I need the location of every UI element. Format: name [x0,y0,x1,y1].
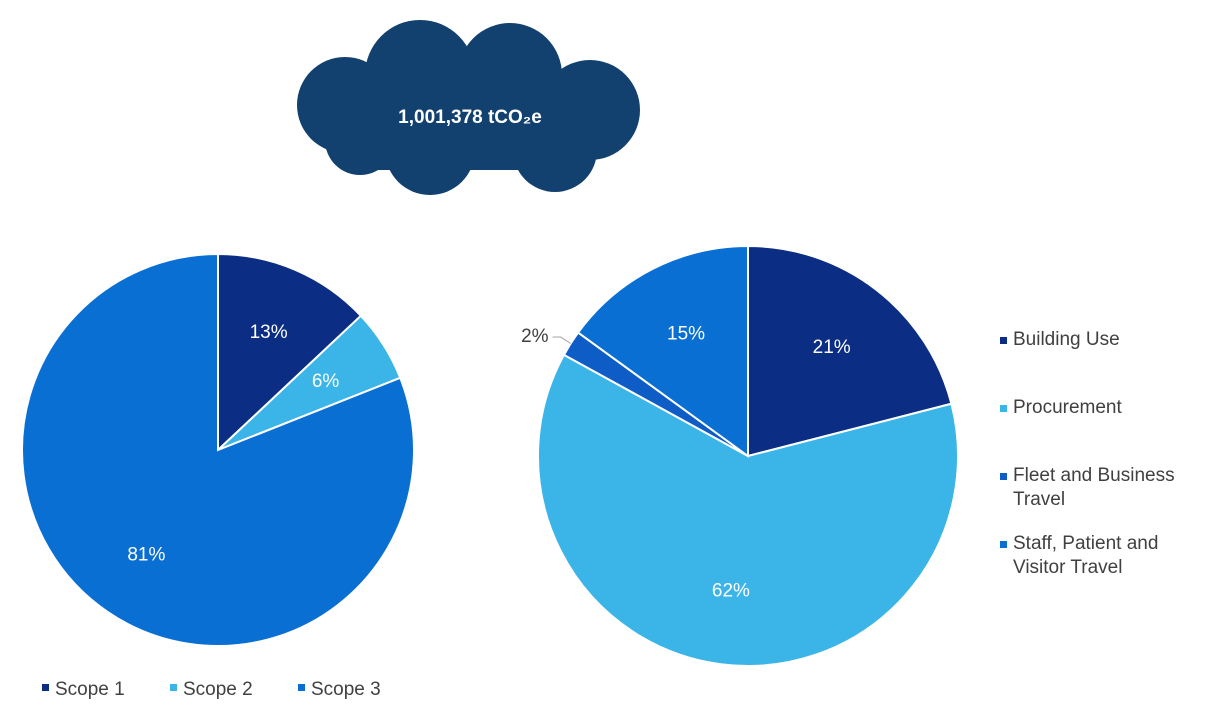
legend-swatch [1000,473,1007,480]
total-label: 1,001,378 tCO₂e [398,107,542,128]
legend-item: Fleet and Business Travel [1000,464,1215,512]
leader-line [552,336,571,344]
legend-item: Scope 3 [298,678,381,702]
data-label: 15% [667,323,705,344]
legend-swatch [42,684,49,692]
legend-label: Scope 3 [311,679,381,700]
pie-slice [537,353,959,667]
data-label: 13% [250,322,288,343]
data-label: 2% [521,326,549,347]
data-label: 62% [712,580,750,601]
legend-swatch [1000,405,1007,412]
legend-label: Scope 2 [183,679,253,700]
cloud [297,20,640,195]
legend-label: Scope 1 [55,679,125,700]
pie-slice [747,244,953,458]
legend-label: Building Use [1013,329,1120,350]
legend-swatch [170,684,177,692]
legend-label: Fleet and Business Travel [1013,465,1175,510]
data-label: 21% [813,337,851,358]
legend-item: Building Use [1000,328,1215,352]
legend-label: Staff, Patient and Visitor Travel [1013,533,1159,578]
legend-swatch [1000,337,1007,344]
legend-item: Scope 2 [170,678,253,702]
data-label: 6% [312,371,340,392]
legend-swatch [298,684,305,692]
legend-item: Staff, Patient and Visitor Travel [1000,532,1215,580]
pie-slice [576,244,749,458]
legend-item: Scope 1 [42,678,125,702]
legend-swatch [1000,541,1007,548]
pie-slice [217,252,363,453]
legend-item: Procurement [1000,396,1215,420]
legend-label: Procurement [1013,397,1122,418]
pie-slice [21,252,415,647]
data-label: 81% [127,544,165,565]
